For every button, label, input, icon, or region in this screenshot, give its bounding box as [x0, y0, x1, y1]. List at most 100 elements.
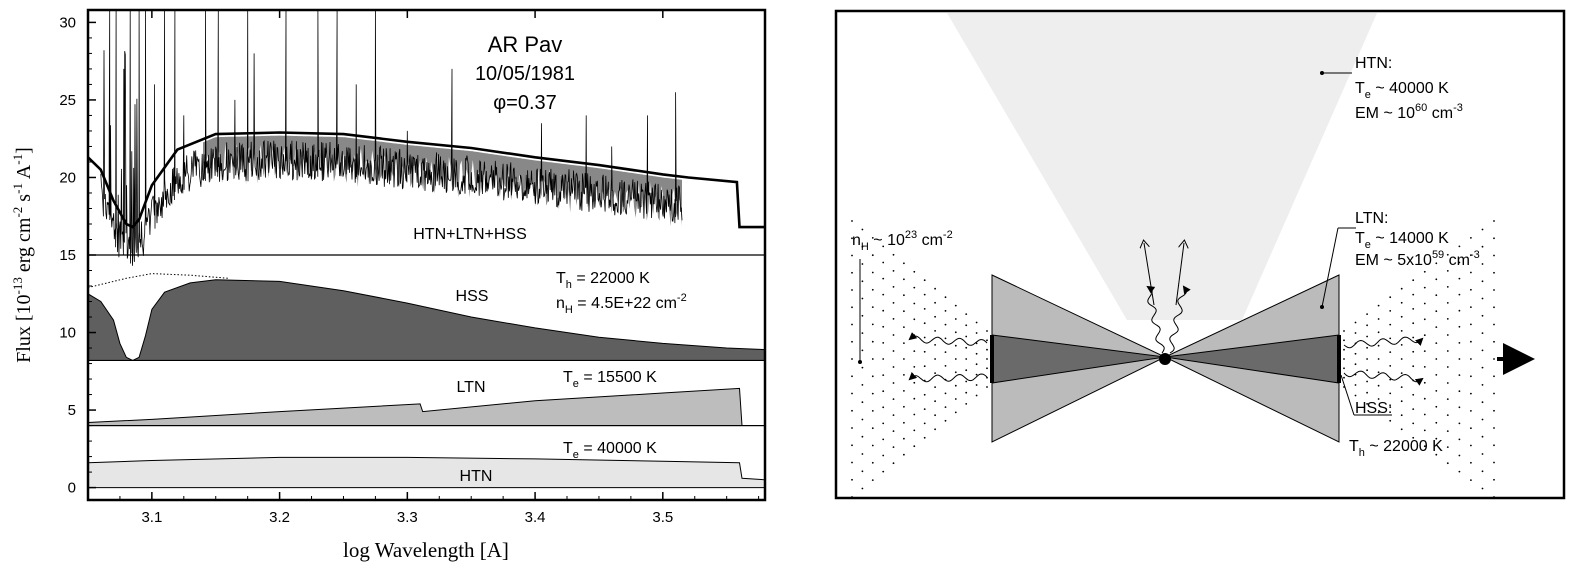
wind-dot	[1493, 358, 1495, 360]
wind-dot	[944, 419, 947, 422]
wind-dot	[1435, 326, 1438, 328]
wind-dot	[1412, 350, 1415, 353]
wind-dot	[1481, 401, 1484, 404]
wind-dot	[1470, 323, 1472, 326]
y-tick-label: 15	[59, 247, 76, 264]
nh-leader-dot	[858, 360, 862, 364]
x-tick-label: 3.2	[269, 509, 290, 526]
wind-dot	[892, 318, 895, 320]
wind-dot	[1458, 293, 1461, 296]
wind-dot	[882, 293, 885, 296]
wind-dot	[1343, 376, 1345, 379]
wind-dot	[1446, 302, 1449, 304]
wind-dot	[1435, 278, 1438, 281]
wind-dot	[1343, 339, 1345, 342]
wind-dot	[1354, 394, 1357, 397]
wind-dot	[1470, 271, 1472, 274]
y-tick-label: 30	[59, 14, 76, 31]
wind-dot	[1458, 390, 1461, 393]
wind-dot	[861, 297, 864, 300]
wind-dot	[1366, 391, 1368, 394]
wind-dot	[1389, 406, 1392, 408]
wind-dot	[923, 293, 926, 296]
wind-dot	[1400, 287, 1403, 290]
wind-dot	[892, 253, 895, 256]
wind-dot	[1400, 386, 1403, 388]
wind-dot	[1423, 302, 1426, 305]
wind-dot	[1354, 363, 1357, 366]
wind-dot	[1423, 381, 1426, 384]
wind-dot	[1423, 350, 1426, 352]
wind-dot	[892, 302, 895, 304]
panel-label-htn: HTN	[460, 468, 493, 485]
wind-dot	[1458, 309, 1461, 312]
wind-dot	[871, 340, 874, 343]
photon-right-upper	[1343, 336, 1424, 349]
wind-dot	[851, 254, 853, 257]
wind-dot	[1458, 438, 1461, 441]
wind-dot	[892, 446, 895, 448]
wind-dot	[851, 237, 853, 240]
axis-ticks: 3.1 3.2 3.3 3.4 3.5 0 5 10 15 20 25 30	[59, 10, 760, 526]
wind-dot	[1389, 296, 1392, 299]
hss-temperature: Th = 22000 K	[556, 270, 650, 291]
wind-dot	[861, 435, 864, 438]
wind-dot	[861, 366, 864, 369]
panel-label-combined: HTN+LTN+HSS	[413, 226, 527, 243]
wind-dot	[944, 406, 947, 408]
wind-dot	[903, 405, 905, 408]
wind-dot	[882, 390, 885, 393]
wind-dot	[1377, 331, 1380, 334]
wind-dot	[944, 365, 947, 367]
panel-fill-htn	[87, 456, 766, 489]
wind-dot	[871, 288, 874, 291]
wind-dot	[882, 438, 885, 441]
wind-dot	[892, 286, 895, 288]
wind-dot	[1493, 254, 1495, 257]
chart-phase: φ=0.37	[493, 92, 557, 114]
wind-dot	[913, 270, 916, 273]
hss-dot-field	[851, 220, 1495, 498]
wind-dot	[1400, 428, 1403, 431]
wind-dot	[1354, 321, 1357, 324]
ltn-emission-measure: EM ~ 5x1059 cm-3	[1355, 249, 1480, 269]
wind-dot	[892, 382, 895, 384]
wind-dot	[965, 346, 968, 349]
wind-dot	[965, 324, 968, 327]
wind-dot	[1481, 487, 1484, 490]
wind-dot	[1435, 294, 1438, 297]
wind-dot	[954, 398, 957, 400]
central-star	[1159, 353, 1171, 365]
wind-dot	[913, 429, 916, 432]
wind-dot	[861, 453, 864, 455]
wind-dot	[1412, 336, 1415, 339]
wind-dot	[965, 369, 968, 372]
wind-dot	[1400, 301, 1403, 304]
wind-dot	[1446, 398, 1449, 400]
wind-dot	[1389, 310, 1392, 312]
y-tick-label: 25	[59, 92, 76, 109]
wind-dot	[1389, 323, 1392, 326]
wind-dot	[965, 380, 968, 383]
wind-dot	[1400, 400, 1403, 403]
wind-dot	[1366, 358, 1368, 360]
wind-dot	[1412, 293, 1415, 296]
spectrum-chart: 3.1 3.2 3.3 3.4 3.5 0 5 10 15 20 25 30 AR Pav 10/05…	[10, 8, 767, 562]
wind-dot	[954, 304, 957, 307]
wind-dot	[1366, 324, 1368, 327]
wind-dot	[882, 454, 885, 457]
wind-dot	[851, 375, 853, 378]
wind-dot	[861, 349, 864, 352]
wind-dot	[1435, 437, 1438, 440]
wind-dot	[1354, 384, 1357, 386]
wind-dot	[871, 410, 874, 412]
wind-dot	[1493, 375, 1495, 378]
wind-dot	[882, 374, 885, 376]
wind-dot	[965, 391, 968, 394]
wind-dot	[903, 358, 905, 360]
wind-dot	[1400, 414, 1403, 417]
wind-dot	[934, 428, 936, 431]
hss-temperature-label: Th ~ 22000 K	[1349, 438, 1443, 459]
wind-dot	[1423, 270, 1426, 273]
wind-dot	[882, 422, 885, 425]
